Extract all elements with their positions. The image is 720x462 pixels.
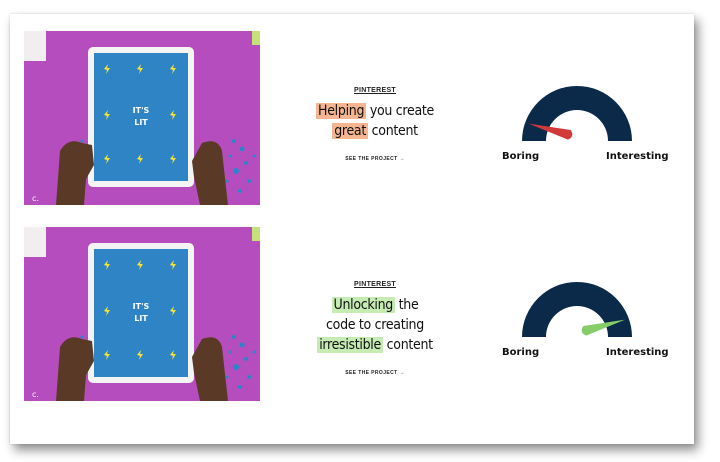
headline-highlight: Unlocking [331, 297, 395, 313]
project-text: PINTEREST Unlocking the code to creating… [290, 227, 460, 402]
thumb-text-line-1: IT'S [133, 302, 150, 311]
thumbnail-image: IT'S LIT c. [24, 227, 260, 401]
thumb-text-line-2: LIT [134, 118, 148, 127]
headline-text: the [394, 297, 419, 313]
gauge-left-label: Boring [502, 151, 540, 162]
thumb-text-line-1: IT'S [133, 106, 150, 115]
svg-text:c.: c. [32, 390, 39, 399]
see-project-link[interactable]: SEE THE PROJECT → [345, 370, 405, 376]
gauge-dial [522, 282, 632, 337]
headline-highlight: Helping [316, 103, 367, 119]
headline-text: code to creating [326, 317, 424, 333]
project-text: PINTEREST Helping you create great conte… [290, 31, 460, 206]
brand-link[interactable]: PINTEREST [354, 87, 396, 94]
interest-gauge: Boring Interesting [482, 31, 682, 206]
project-headline: Unlocking the code to creating irresisti… [290, 295, 460, 355]
headline-text: content [382, 337, 433, 353]
svg-text:c.: c. [32, 194, 39, 203]
comparison-card: IT'S LIT c. PINTEREST Helping you create… [10, 14, 694, 444]
headline-text: content [367, 123, 418, 139]
gauge-needle [581, 319, 626, 336]
brand-link[interactable]: PINTEREST [354, 281, 396, 288]
project-headline: Helping you create great content [290, 101, 460, 141]
thumb-text-line-2: LIT [134, 314, 148, 323]
project-thumbnail[interactable]: IT'S LIT c. [24, 227, 260, 401]
gauge-needle [528, 123, 573, 140]
interest-gauge: Boring Interesting [482, 227, 682, 402]
see-project-link[interactable]: SEE THE PROJECT → [345, 156, 405, 162]
headline-highlight: great [332, 123, 368, 139]
gauge-arc [522, 86, 632, 141]
headline-highlight: irresistible [317, 337, 383, 353]
project-row-2: IT'S LIT c. PINTEREST Unlocking the code… [10, 227, 694, 402]
gauge-right-label: Interesting [606, 347, 669, 358]
gauge-right-label: Interesting [606, 151, 669, 162]
gauge-arc [522, 282, 632, 337]
project-row-1: IT'S LIT c. PINTEREST Helping you create… [10, 31, 694, 206]
gauge-left-label: Boring [502, 347, 540, 358]
project-thumbnail[interactable]: IT'S LIT c. [24, 31, 260, 205]
gauge-dial [522, 86, 632, 141]
thumbnail-image: IT'S LIT c. [24, 31, 260, 205]
headline-text: you create [366, 103, 434, 119]
